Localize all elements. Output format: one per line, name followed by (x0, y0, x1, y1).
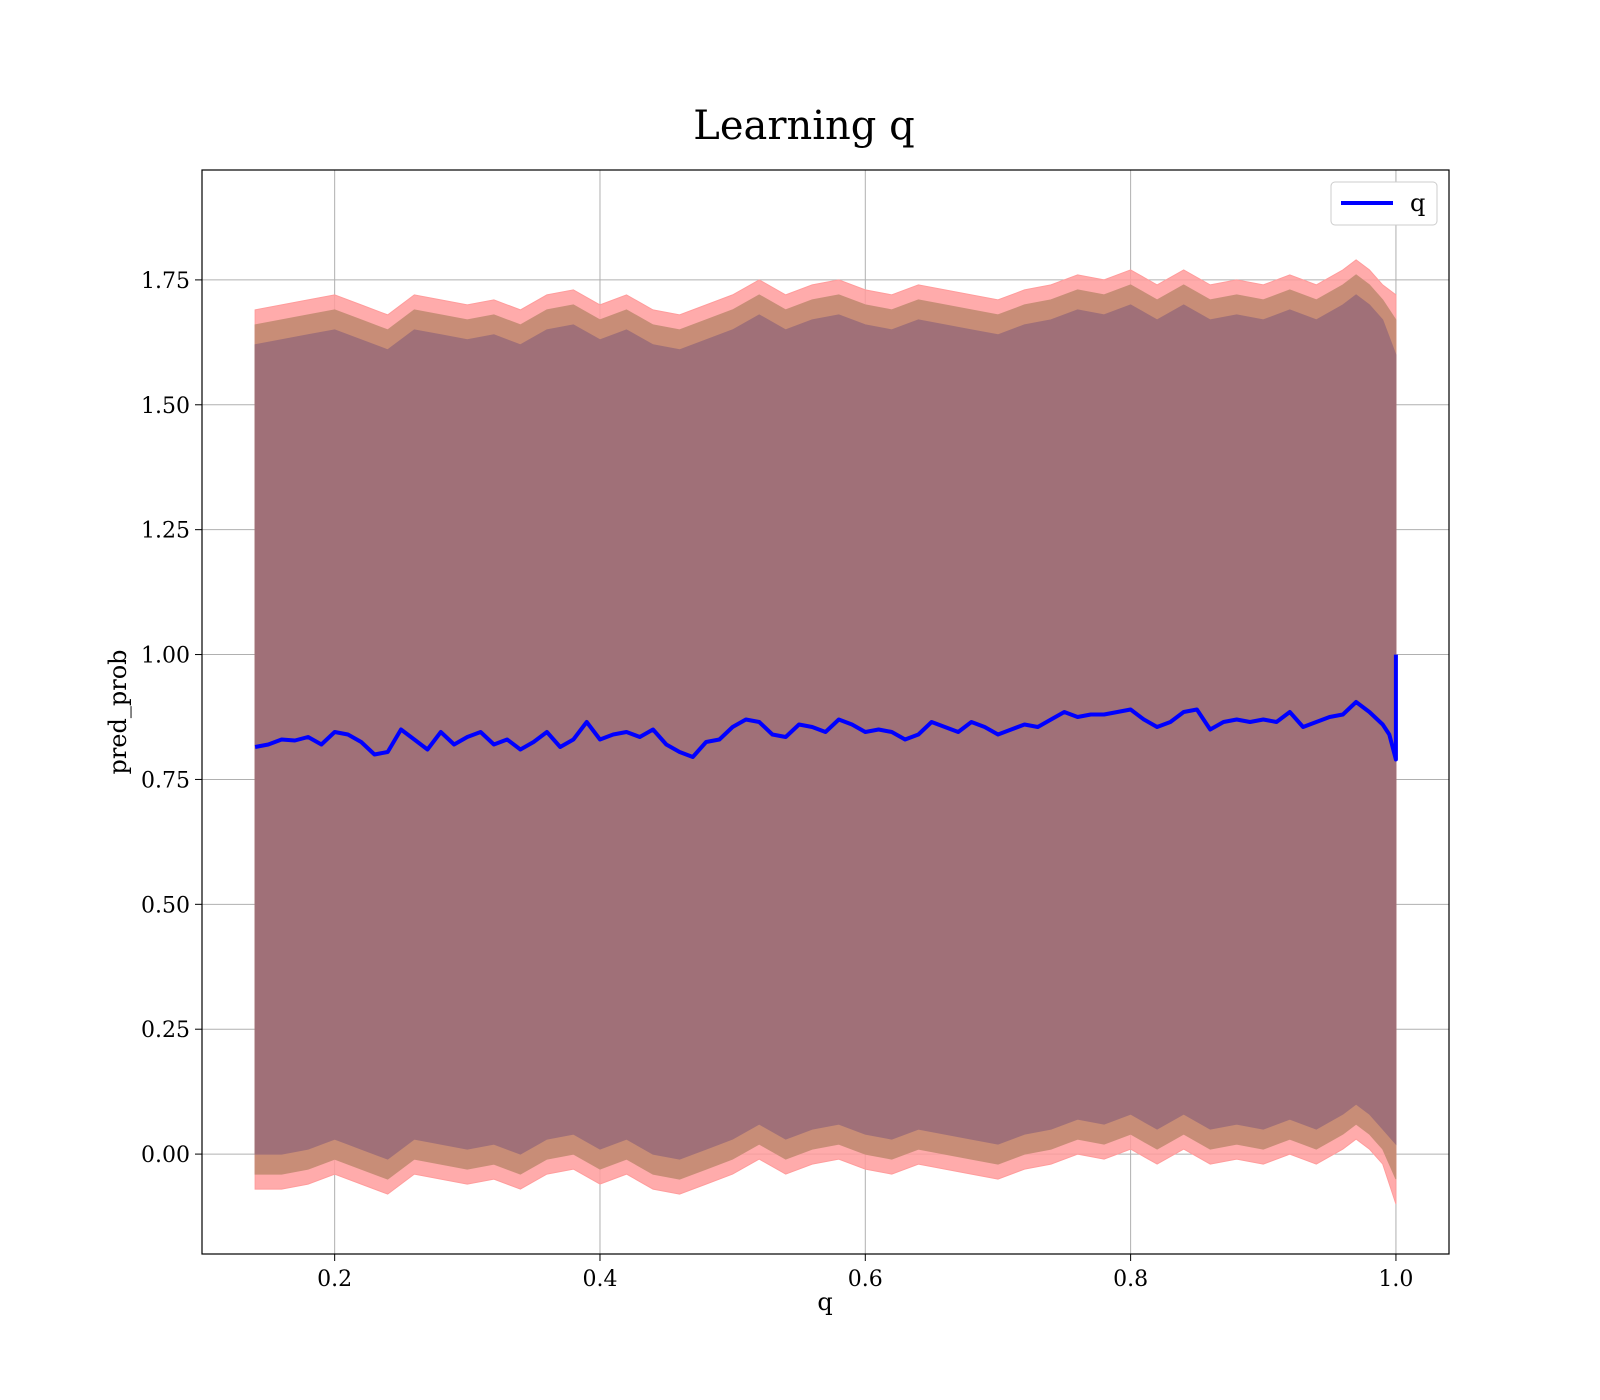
x-tick-label: 0.8 (1113, 1267, 1148, 1292)
series-lines (254, 654, 1398, 762)
y-tick-label: 0.00 (141, 1143, 190, 1168)
y-tick-label: 0.25 (141, 1018, 190, 1043)
plot-frame (201, 169, 1450, 1255)
y-tick-label: 1.00 (141, 644, 190, 669)
chart-title: Learning q (693, 103, 914, 149)
inner-band (254, 294, 1397, 1160)
y-tick-label: 1.50 (141, 394, 190, 419)
x-tick-label: 0.2 (317, 1267, 352, 1292)
x-tick-label: 0.4 (582, 1267, 617, 1292)
x-axis-label: q (817, 1288, 832, 1316)
x-tick-label: 0.6 (848, 1267, 883, 1292)
x-ticks: 0.2 0.4 0.6 0.8 1.0 (317, 1254, 1413, 1292)
legend: q (1330, 181, 1438, 226)
y-tick-label: 0.50 (141, 893, 190, 918)
y-axis-label: pred_prob (104, 649, 132, 774)
x-tick-label: 1.0 (1378, 1267, 1413, 1292)
series-line-q (254, 654, 1398, 762)
y-tick-label: 1.75 (141, 269, 190, 294)
y-tick-label: 0.75 (141, 768, 190, 793)
legend-label: q (1410, 189, 1425, 217)
y-ticks: 0.00 0.25 0.50 0.75 1.00 1.25 1.50 1.75 (141, 269, 202, 1168)
y-tick-label: 1.25 (141, 519, 190, 544)
